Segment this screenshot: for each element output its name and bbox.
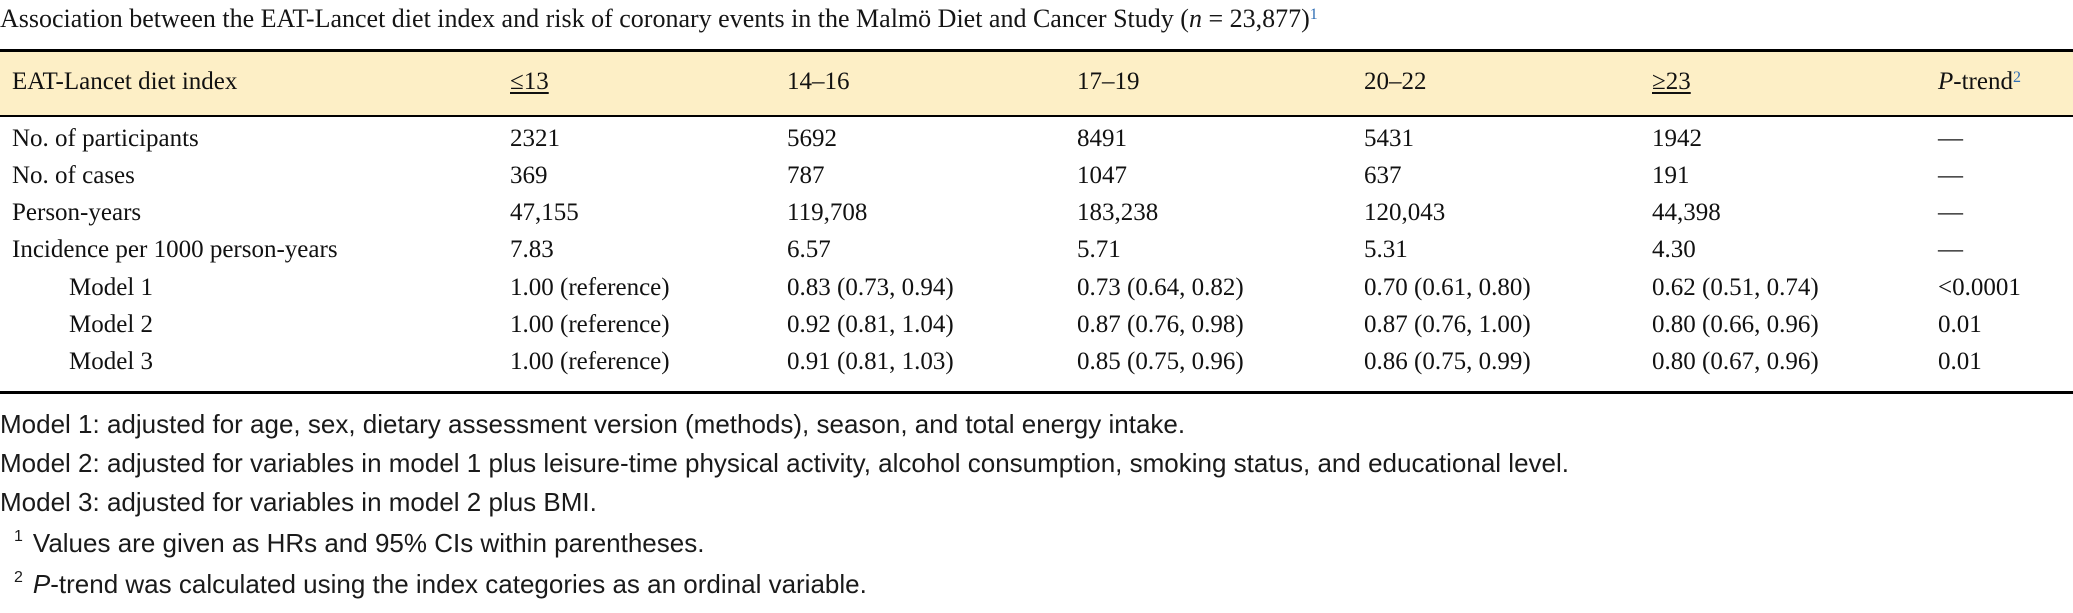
table-cell: 637 xyxy=(1364,162,1402,189)
table-cell: 0.83 (0.73, 0.94) xyxy=(787,274,954,301)
table-cell: 0.80 (0.66, 0.96) xyxy=(1652,311,1819,338)
table-cell: 7.83 xyxy=(510,236,554,263)
table-cell: 0.70 (0.61, 0.80) xyxy=(1364,274,1531,301)
footnote-2-marker: 2 xyxy=(14,569,23,586)
table-cell: 8491 xyxy=(1077,125,1127,152)
table-cell: <0.0001 xyxy=(1938,274,2021,301)
footnote-2-p-italic: P xyxy=(32,569,51,599)
table-cell: 1942 xyxy=(1652,125,1702,152)
note-model-1: Model 1: adjusted for age, sex, dietary … xyxy=(0,409,1186,439)
table-cell: 0.86 (0.75, 0.99) xyxy=(1364,348,1531,375)
table-title: Association between the EAT-Lancet diet … xyxy=(0,2,1318,36)
table-cell: 5431 xyxy=(1364,125,1414,152)
table-cell: 1.00 (reference) xyxy=(510,274,670,301)
table-cell: 0.87 (0.76, 1.00) xyxy=(1364,311,1531,338)
column-header-ge23: ≥23 xyxy=(1652,67,1691,97)
row-label-person-years: Person-years xyxy=(12,199,142,226)
column-header-p-italic: P xyxy=(1938,68,1954,95)
table-header-rule xyxy=(0,115,2073,117)
title-n-variable: n xyxy=(1188,4,1202,33)
table-cell: 183,238 xyxy=(1077,199,1159,226)
table-cell: 0.62 (0.51, 0.74) xyxy=(1652,274,1819,301)
footnote-1: 1 Values are given as HRs and 95% CIs wit… xyxy=(14,527,704,559)
table-cell: 6.57 xyxy=(787,236,831,263)
column-header-ge23-text: ≥23 xyxy=(1652,68,1691,95)
table-cell: 0.73 (0.64, 0.82) xyxy=(1077,274,1244,301)
table-cell: 0.91 (0.81, 1.03) xyxy=(787,348,954,375)
table-header-band xyxy=(0,52,2073,115)
table-cell: 0.01 xyxy=(1938,348,1982,375)
table-cell: 787 xyxy=(787,162,825,189)
row-label-model-3: Model 3 xyxy=(69,348,154,375)
table-cell: 0.85 (0.75, 0.96) xyxy=(1077,348,1244,375)
column-header-le13: ≤13 xyxy=(510,67,549,97)
table-cell: 5692 xyxy=(787,125,837,152)
table-cell: 0.87 (0.76, 0.98) xyxy=(1077,311,1244,338)
table-cell: 1.00 (reference) xyxy=(510,311,670,338)
row-label-cases: No. of cases xyxy=(12,162,135,189)
table-cell: 4.30 xyxy=(1652,236,1696,263)
column-header-14-16: 14–16 xyxy=(787,68,850,95)
footnote-1-text: Values are given as HRs and 95% CIs with… xyxy=(32,528,705,558)
table-cell: 119,708 xyxy=(787,199,868,226)
table-cell: 369 xyxy=(510,162,548,189)
title-footnote-ref[interactable]: 1 xyxy=(1309,6,1318,23)
table-cell: 191 xyxy=(1652,162,1690,189)
footnote-2-text: -trend was calculated using the index ca… xyxy=(50,569,867,599)
table-cell: — xyxy=(1938,125,1963,152)
table-cell: 5.31 xyxy=(1364,236,1408,263)
column-header-p-trend-text: -trend xyxy=(1953,68,2013,95)
column-header-20-22: 20–22 xyxy=(1364,68,1427,95)
row-label-model-2: Model 2 xyxy=(69,311,154,338)
title-text-before: Association between the EAT-Lancet diet … xyxy=(0,4,1189,33)
row-label-incidence: Incidence per 1000 person-years xyxy=(12,236,338,263)
table-cell: 120,043 xyxy=(1364,199,1446,226)
table-cell: 1.00 (reference) xyxy=(510,348,670,375)
table-bottom-rule xyxy=(0,391,2073,394)
table-cell: 0.01 xyxy=(1938,311,1982,338)
footnote-1-marker: 1 xyxy=(14,528,23,545)
column-header-le13-text: ≤13 xyxy=(510,68,549,95)
row-label-model-1: Model 1 xyxy=(69,274,154,301)
row-label-participants: No. of participants xyxy=(12,125,199,152)
table-cell: 0.92 (0.81, 1.04) xyxy=(787,311,954,338)
table-cell: — xyxy=(1938,162,1963,189)
note-model-3: Model 3: adjusted for variables in model… xyxy=(0,487,597,517)
table-cell: 1047 xyxy=(1077,162,1127,189)
table-cell: 5.71 xyxy=(1077,236,1121,263)
table-top-rule xyxy=(0,49,2073,52)
column-header-17-19: 17–19 xyxy=(1077,68,1140,95)
column-header-p-trend: P-trend2 xyxy=(1938,67,2021,97)
table-cell: 2321 xyxy=(510,125,560,152)
table-cell: — xyxy=(1938,236,1963,263)
column-header-footnote-ref[interactable]: 2 xyxy=(2012,69,2021,86)
column-header-index: EAT-Lancet diet index xyxy=(12,68,238,95)
table-cell: 44,398 xyxy=(1652,199,1721,226)
table-cell: 0.80 (0.67, 0.96) xyxy=(1652,348,1819,375)
table-cell: — xyxy=(1938,199,1963,226)
table-cell: 47,155 xyxy=(510,199,579,226)
note-model-2: Model 2: adjusted for variables in model… xyxy=(0,448,1569,478)
title-n-value: = 23,877) xyxy=(1201,4,1310,33)
footnote-2: 2 P-trend was calculated using the index … xyxy=(14,568,867,600)
